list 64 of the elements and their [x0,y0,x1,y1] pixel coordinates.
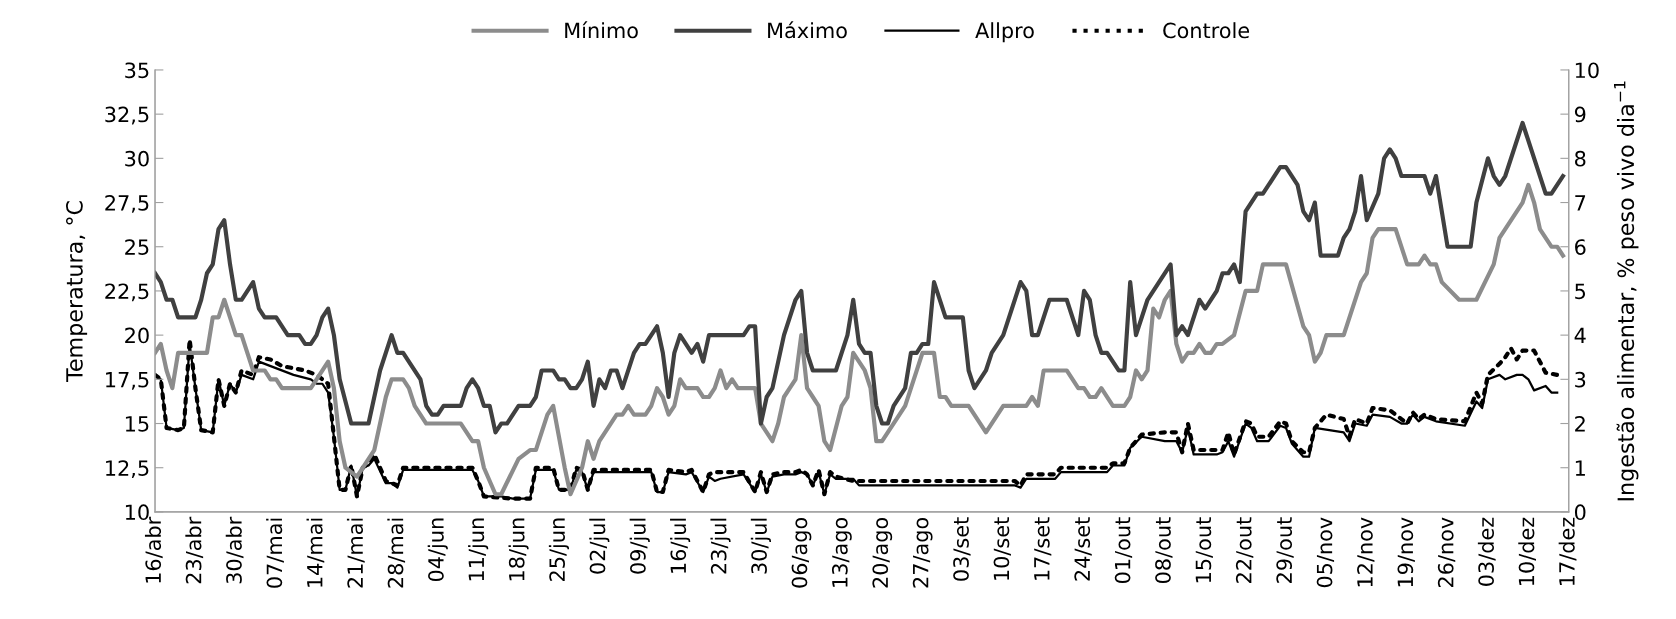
legend-label: Allpro [975,22,1034,43]
y-tick-label: 32,5 [105,106,149,125]
y2-tick-label: 1 [1575,460,1585,476]
x-tick-label: 03/dez [1477,517,1496,586]
x-tick-label: 14/mai [306,518,325,587]
y2-tick-label: 8 [1575,150,1586,167]
x-tick-label: 08/out [1155,517,1173,584]
x-tick-label: 17/dez [1558,517,1577,585]
y-tick-label: 27,5 [105,194,149,213]
x-tick-label: 01/out [1114,517,1133,584]
x-tick-label: 09/jul [629,518,650,574]
x-tick-label: 30/jul [750,518,771,574]
y2-tick-label: 4 [1574,327,1586,344]
x-tick-label: 23/jul [710,518,731,574]
y2-tick-label: 0 [1574,504,1586,521]
x-tick-label: 15/out [1195,517,1213,583]
y2-tick-label: 5 [1575,283,1586,300]
x-tick-label: 13/ago [831,517,852,587]
legend-label: Máximo [768,21,847,39]
x-tick-label: 10/set [993,517,1011,580]
x-tick-label: 06/ago [791,517,812,588]
y-tick-label: 22,5 [105,283,149,302]
x-tick-label: 20/ago [872,517,893,588]
x-tick-label: 03/set [953,517,971,581]
y2-tick-label: 9 [1574,106,1586,123]
x-tick-label: 25/jun [548,518,570,581]
y-tick-label: 17,5 [106,372,149,390]
y2-axis-title: Ingestão alimentar, % peso vivo dia$^{−1}$ [1614,81,1639,501]
y-tick-label: 30 [125,150,149,167]
x-tick-label: 23/abr [185,516,204,584]
x-tick-label: 10/dez [1518,517,1537,585]
y-tick-label: 20 [125,327,149,344]
x-tick-label: 27/ago [912,517,933,588]
x-tick-label: 19/nov [1397,517,1415,587]
y2-tick-label: 6 [1575,239,1586,255]
x-tick-label: 29/out [1276,517,1294,583]
line-series [155,182,1566,497]
x-tick-label: 16/jul [670,518,691,573]
x-tick-label: 17/set [1034,517,1052,580]
y2-tick-label: 10 [1575,62,1599,79]
legend-label: Mínimo [565,21,638,39]
x-tick-label: 21/mai [346,518,365,588]
x-tick-label: 30/abr [225,516,244,584]
x-tick-label: 12/nov [1357,517,1375,587]
y2-tick-label: 7 [1575,195,1586,211]
x-tick-label: 11/jun [468,518,489,581]
y2-tick-label: 2 [1575,415,1585,432]
x-tick-label: 04/jun [427,518,448,582]
line-series [155,120,1566,435]
x-tick-label: 24/set [1074,517,1092,581]
legend-label: Controle [1163,22,1250,39]
x-tick-label: 02/jul [589,518,610,574]
y2-tick-label: 3 [1575,371,1586,388]
x-tick-label: 05/nov [1316,517,1335,588]
y-tick-label: 35 [125,62,149,79]
y-tick-label: 15 [125,416,149,432]
y-tick-label: 25 [125,239,149,255]
x-tick-label: 28/mai [387,518,406,588]
y-tick-label: 12,5 [106,460,149,479]
x-tick-label: 18/jun [508,518,529,581]
x-tick-label: 07/mai [266,518,284,588]
x-tick-label: 26/nov [1437,517,1456,588]
y-axis-title: Temperatura, °C [66,201,88,382]
x-tick-label: 22/out [1235,517,1254,583]
